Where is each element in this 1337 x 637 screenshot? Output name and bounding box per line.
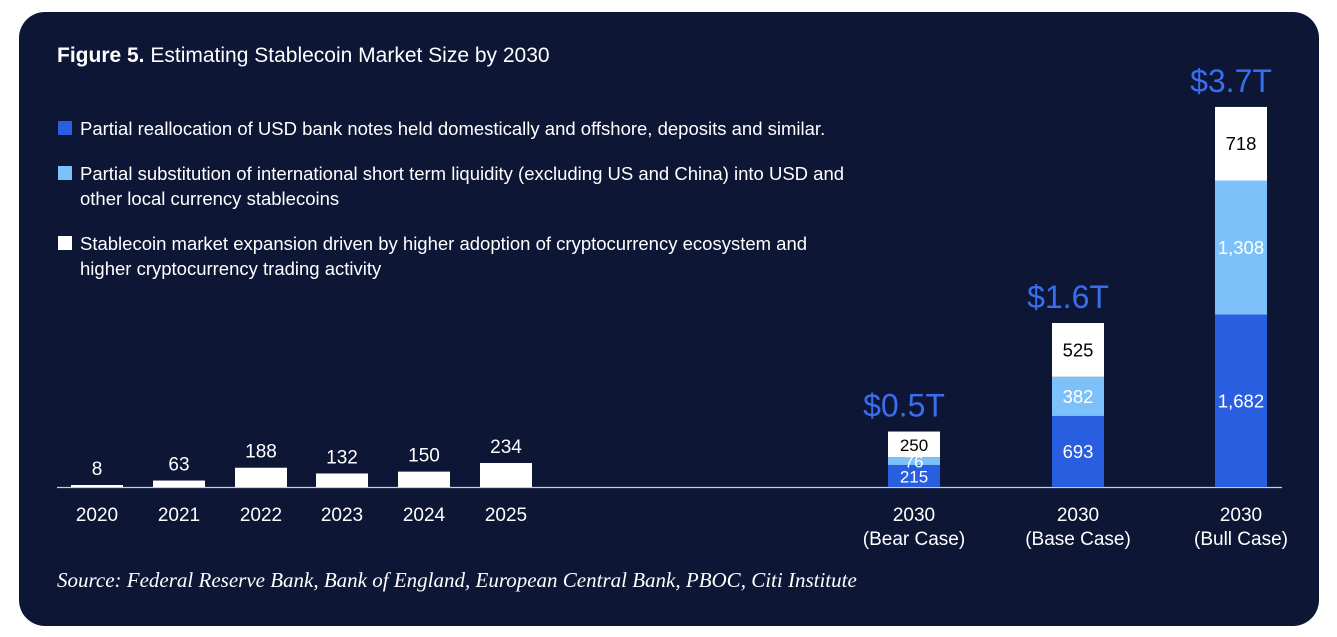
bar-2022 <box>235 467 287 487</box>
segment-label-bull-case-1: 1,308 <box>1218 237 1264 258</box>
x-tick-label-2024: 2024 <box>403 505 446 526</box>
x-tick-label-bull-case-case: (Bull Case) <box>1194 529 1288 550</box>
figure-number: Figure 5. <box>57 44 145 67</box>
x-tick-label-base-case-year: 2030 <box>1057 505 1099 526</box>
legend-swatch-white <box>58 236 72 250</box>
legend: Partial reallocation of USD bank notes h… <box>57 116 847 301</box>
segment-bull-case-0 <box>1215 314 1267 487</box>
x-tick-label-bull-case-year: 2030 <box>1220 505 1262 526</box>
x-tick-label-bear-case-case: (Bear Case) <box>863 529 965 550</box>
segment-bull-case-2 <box>1215 106 1267 181</box>
segment-label-bear-case-0: 215 <box>900 467 928 486</box>
legend-item-market-expansion: Stablecoin market expansion driven by hi… <box>57 231 847 281</box>
legend-item-bank-notes: Partial reallocation of USD bank notes h… <box>57 116 847 141</box>
segment-bull-case-1 <box>1215 180 1267 315</box>
segment-label-bear-case-1: 76 <box>905 453 924 472</box>
legend-label-short-term-liquidity: Partial substitution of international sh… <box>80 163 845 209</box>
bar-value-label-2023: 132 <box>326 447 358 468</box>
legend-swatch-dark-blue <box>58 121 72 135</box>
chart-title: Figure 5. Estimating Stablecoin Market S… <box>57 44 550 68</box>
legend-item-short-term-liquidity: Partial substitution of international sh… <box>57 161 847 211</box>
segment-label-bull-case-2: 718 <box>1226 133 1257 154</box>
source-note: Source: Federal Reserve Bank, Bank of En… <box>57 568 857 592</box>
x-tick-label-2022: 2022 <box>240 505 282 526</box>
segment-bear-case-0 <box>888 464 940 487</box>
chart-card: Figure 5. Estimating Stablecoin Market S… <box>19 12 1319 626</box>
bar-2020 <box>71 485 123 487</box>
segment-label-bull-case-0: 1,682 <box>1218 390 1264 411</box>
x-tick-label-2021: 2021 <box>158 505 200 526</box>
bar-2021 <box>153 480 205 487</box>
bar-value-label-2024: 150 <box>408 446 440 467</box>
segment-bear-case-2 <box>888 431 940 458</box>
total-label-bear-case: $0.5T <box>863 388 945 424</box>
legend-label-bank-notes: Partial reallocation of USD bank notes h… <box>80 118 826 139</box>
bar-2024 <box>398 471 450 487</box>
segment-label-base-case-1: 382 <box>1063 386 1094 407</box>
x-tick-label-base-case-case: (Base Case) <box>1025 529 1131 550</box>
segment-label-bear-case-2: 250 <box>900 436 928 455</box>
segment-label-base-case-0: 693 <box>1063 441 1094 462</box>
x-tick-label-2023: 2023 <box>321 505 363 526</box>
x-tick-label-2020: 2020 <box>76 505 118 526</box>
total-label-base-case: $1.6T <box>1027 279 1109 315</box>
segment-bear-case-1 <box>888 457 940 465</box>
total-label-bull-case: $3.7T <box>1190 63 1272 99</box>
bar-value-label-2020: 8 <box>92 459 103 480</box>
figure-title-text: Estimating Stablecoin Market Size by 203… <box>150 44 550 67</box>
bar-value-label-2022: 188 <box>245 442 277 463</box>
legend-swatch-light-blue <box>58 166 72 180</box>
segment-base-case-2 <box>1052 323 1104 377</box>
segment-label-base-case-2: 525 <box>1063 339 1094 360</box>
segment-base-case-0 <box>1052 415 1104 487</box>
bar-2023 <box>316 473 368 487</box>
bar-2025 <box>480 463 532 487</box>
bar-value-label-2021: 63 <box>168 455 189 476</box>
x-tick-label-2025: 2025 <box>485 505 527 526</box>
bar-value-label-2025: 234 <box>490 437 522 458</box>
x-tick-label-bear-case-year: 2030 <box>893 505 935 526</box>
segment-base-case-1 <box>1052 376 1104 416</box>
legend-label-market-expansion: Stablecoin market expansion driven by hi… <box>80 233 808 279</box>
